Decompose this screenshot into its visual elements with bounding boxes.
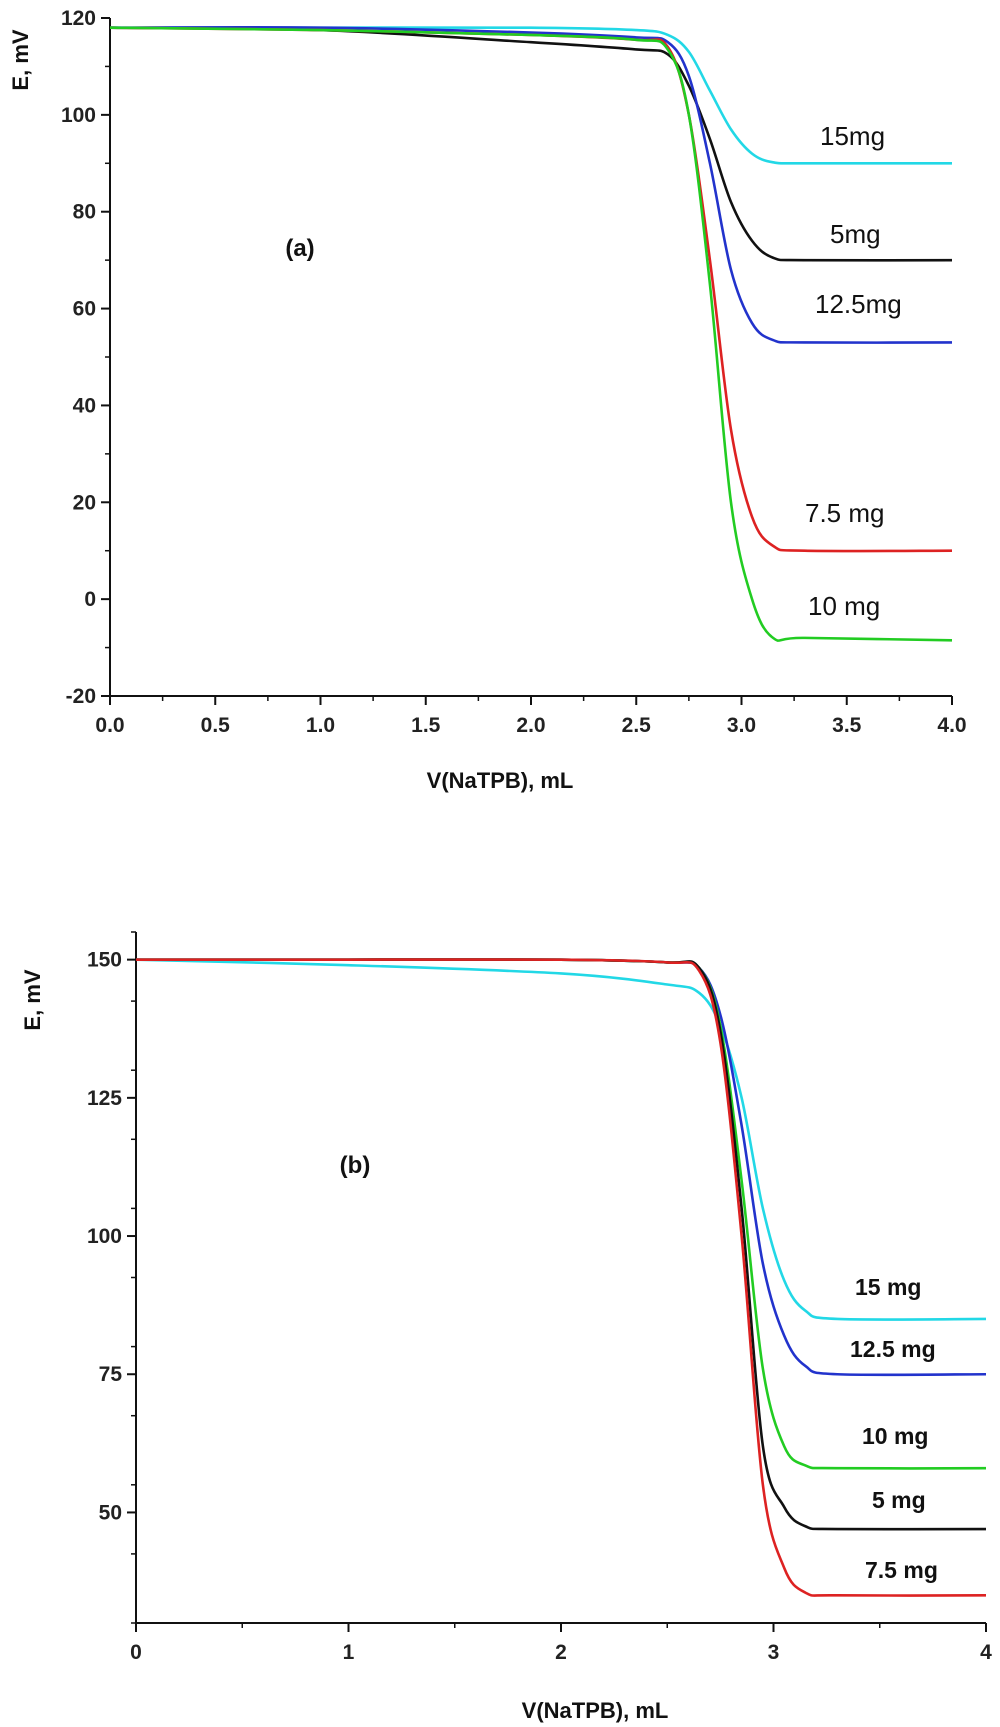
panel-a-series-label-15mg: 15mg — [820, 121, 885, 151]
panel-a-x-tick-label: 3.5 — [832, 714, 862, 737]
panel-a-x-tick-label: 4.0 — [937, 714, 966, 737]
panel-a-ylabel: E, mV — [8, 29, 33, 90]
panel-b-y-tick-label: 100 — [87, 1225, 122, 1248]
panel-b-series-label-5mg: 5 mg — [872, 1487, 926, 1513]
panel-a-xlabel: V(NaTPB), mL — [427, 768, 574, 793]
panel-a-series-line-5 — [109, 26, 953, 642]
panel-a-x-tick-label: 0.5 — [201, 714, 231, 737]
panel-b-series-line-1 — [135, 958, 987, 1321]
panel-a-x-tick-label: 2.0 — [516, 714, 545, 737]
panel-b-series-line-2 — [136, 958, 987, 1377]
panel-a-series-line-3 — [109, 26, 953, 344]
panel-a-y-tick-label: 100 — [61, 104, 96, 127]
panel-a-y-tick-label: 120 — [61, 7, 96, 30]
panel-a-label: (a) — [285, 235, 314, 262]
panel-a-series-label-12-5mg: 12.5mg — [815, 289, 902, 319]
panel-b-xlabel: V(NaTPB), mL — [522, 1698, 669, 1723]
panel-a-x-tick-label: 1.0 — [306, 714, 335, 737]
panel-a-y-tick-label: 20 — [73, 491, 96, 514]
panel-a-series-label-7-5mg: 7.5 mg — [805, 498, 885, 528]
panel-b-series-label-10mg: 10 mg — [862, 1423, 928, 1449]
panel-b-series-label-7-5mg: 7.5 mg — [865, 1557, 938, 1583]
panel-b-x-tick-label: 0 — [130, 1641, 142, 1664]
panel-a-y-tick-label: 80 — [73, 201, 96, 224]
panel-b-x-tick-label: 1 — [343, 1641, 355, 1664]
panel-a-x-tick-label: 0.0 — [95, 714, 124, 737]
panel-a-series-label-10mg: 10 mg — [808, 591, 880, 621]
panel-a-series-label-5mg: 5mg — [830, 219, 881, 249]
panel-b-y-tick-label: 75 — [99, 1363, 123, 1386]
panel-b-ylabel: E, mV — [20, 969, 45, 1030]
panel-b-y-tick-label: 125 — [87, 1087, 122, 1110]
panel-b-x-tick-label: 2 — [555, 1641, 567, 1664]
panel-a-x-tick-label: 2.5 — [622, 714, 652, 737]
panel-b-y-tick-label: 50 — [99, 1501, 122, 1524]
panel-b-series-label-12-5mg: 12.5 mg — [850, 1336, 936, 1362]
panel-b-x-tick-label: 3 — [768, 1641, 780, 1664]
panel-b-series-line-5 — [136, 958, 987, 1597]
panel-a-y-tick-label: 0 — [84, 588, 96, 611]
panel-a-series-line-2 — [109, 26, 953, 262]
panel-a-y-tick-label: 60 — [73, 298, 96, 321]
panel-a-x-tick-label: 1.5 — [411, 714, 441, 737]
panel-a-y-tick-label: -20 — [66, 685, 96, 708]
panel-b-series-label-15mg: 15 mg — [855, 1274, 921, 1300]
panel-a: (a) V(NaTPB), mL E, mV 0.0 0.5 1.0 1.5 2.0 2.… — [8, 7, 967, 793]
panel-b-y-tick-label: 150 — [87, 949, 122, 972]
panel-b-x-tick-label: 4 — [980, 1641, 992, 1664]
panel-b-series-line-4 — [136, 958, 987, 1531]
panel-b-label: (b) — [340, 1152, 371, 1179]
panel-b-series-line-3 — [136, 958, 987, 1470]
panel-a-y-tick-label: 40 — [73, 394, 96, 417]
panel-a-x-tick-label: 3.0 — [727, 714, 756, 737]
panel-b: (b) V(NaTPB), mL E, mV 0 1 2 3 4 50 75 100 125 15… — [20, 931, 992, 1723]
